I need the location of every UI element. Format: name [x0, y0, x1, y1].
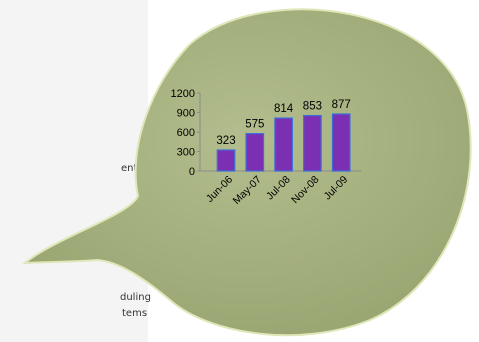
- bar-nov-08: [303, 114, 322, 172]
- y-tick-label: 300: [177, 147, 195, 159]
- bar-jul-09: [331, 113, 351, 172]
- bar-may-07: [245, 133, 265, 172]
- data-label: 853: [303, 101, 322, 113]
- y-tick-label: 1200: [171, 88, 195, 100]
- background-slide-panel: l ent duling tems: [0, 0, 151, 342]
- bar-jul-08: [274, 117, 293, 172]
- y-tick-label: 600: [177, 127, 195, 139]
- speech-bubble: [21, 8, 472, 337]
- data-label: 877: [332, 99, 351, 111]
- background-text-fragment: tems: [122, 308, 148, 319]
- bar-jun-06: [216, 149, 236, 172]
- data-label: 323: [216, 135, 235, 147]
- data-label: 575: [245, 119, 264, 131]
- background-text-fragment: ent: [121, 163, 138, 174]
- y-tick-label: 0: [189, 166, 195, 178]
- data-label: 814: [274, 103, 294, 115]
- y-tick-label: 900: [177, 108, 195, 120]
- background-text-fragment: duling: [120, 292, 151, 303]
